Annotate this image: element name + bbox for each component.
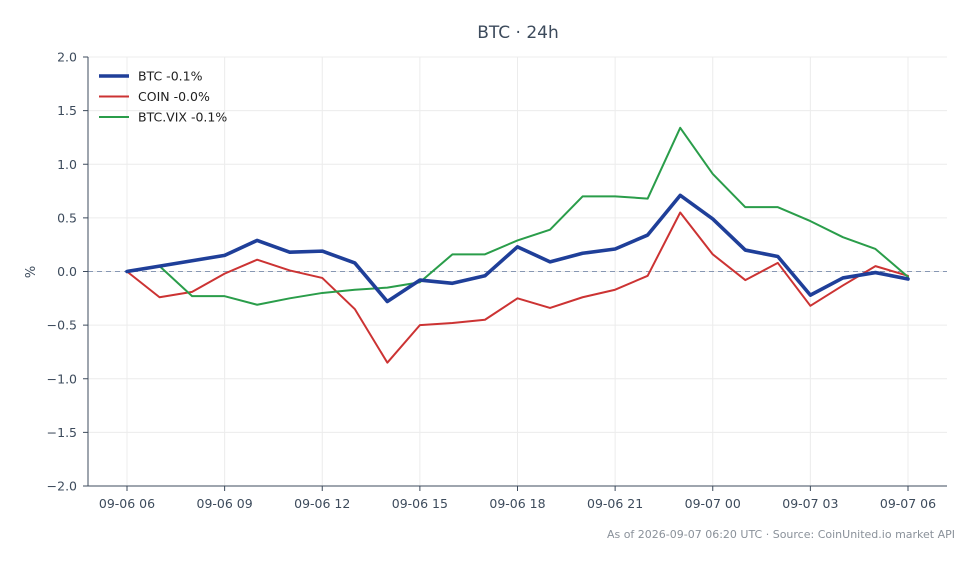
x-tick-label: 09-07 06 [880, 496, 936, 511]
x-axis-ticks: 09-06 06 09-06 09 09-06 12 09-06 15 09-06 18… [99, 486, 936, 511]
x-tick-label: 09-06 15 [392, 496, 448, 511]
y-tick-label: −2.0 [47, 479, 77, 494]
x-tick-label: 09-06 12 [294, 496, 350, 511]
y-tick-label: −1.5 [47, 425, 77, 440]
y-tick-label: −1.0 [47, 371, 77, 386]
y-tick-label: 2.0 [57, 50, 77, 65]
x-tick-label: 09-06 06 [99, 496, 155, 511]
legend: BTC -0.1% COIN -0.0% BTC.VIX -0.1% [99, 69, 227, 125]
y-tick-label: −0.5 [47, 318, 77, 333]
x-tick-label: 09-07 03 [782, 496, 838, 511]
y-axis-ticks: −2.0 −1.5 −1.0 −0.5 0.0 0.5 1.0 1.5 2.0 [47, 50, 88, 494]
series-lines [125, 126, 910, 364]
x-tick-label: 09-07 00 [685, 496, 741, 511]
y-tick-label: 1.5 [57, 103, 77, 118]
y-axis-label: % [24, 266, 39, 278]
legend-entry-label: BTC.VIX -0.1% [138, 110, 227, 125]
series-line-1 [126, 211, 909, 364]
series-line-0 [125, 193, 910, 304]
x-tick-label: 09-06 21 [587, 496, 643, 511]
chart-title: BTC · 24h [477, 23, 559, 43]
y-tick-label: 1.0 [57, 157, 77, 172]
y-tick-label: 0.5 [57, 210, 77, 225]
footer-source: As of 2026-09-07 06:20 UTC · Source: Coi… [607, 528, 955, 541]
legend-entry-label: COIN -0.0% [138, 89, 210, 104]
x-tick-label: 09-06 18 [489, 496, 545, 511]
y-tick-label: 0.0 [57, 264, 77, 279]
legend-entry-label: BTC -0.1% [138, 69, 203, 84]
x-tick-label: 09-06 09 [197, 496, 253, 511]
series-line-2 [126, 126, 909, 306]
